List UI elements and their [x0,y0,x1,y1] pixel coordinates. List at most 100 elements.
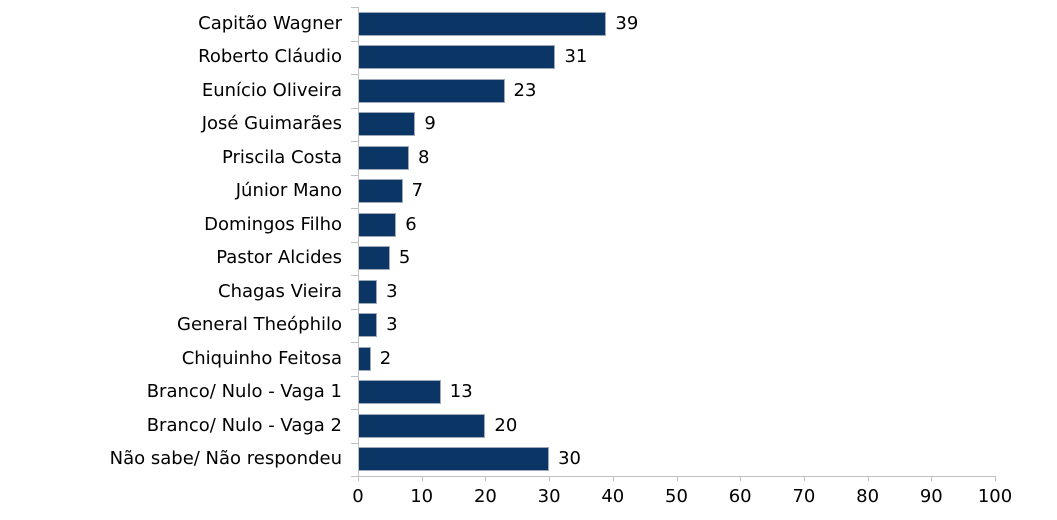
category-label: Eunício Oliveira [201,79,342,101]
bar [358,212,397,237]
x-axis-tick-label: 30 [537,486,561,507]
x-axis-tick [740,476,742,481]
x-axis-tick-label: 70 [792,486,816,507]
value-label: 20 [494,414,518,436]
category-label: Branco/ Nulo - Vaga 2 [146,414,342,436]
bar [358,313,378,338]
bar [358,380,441,405]
x-axis-tick-label: 40 [601,486,625,507]
chart-row: Pastor Alcides 5 [0,242,995,276]
x-axis-tick-label: 10 [410,486,434,507]
value-label: 8 [417,146,430,168]
bar-area: 3 [358,275,995,309]
bar-area: 9 [358,108,995,142]
bar-area: 20 [358,409,995,443]
bar [358,279,378,304]
bar-area: 30 [358,443,995,477]
category-label: Roberto Cláudio [198,46,342,68]
bar-area: 7 [358,175,995,209]
x-axis-tick [867,476,869,481]
chart-row: Júnior Mano 7 [0,175,995,209]
chart-row: Roberto Cláudio 31 [0,41,995,75]
category-label: Chiquinho Feitosa [181,347,342,369]
y-axis-tick [351,74,358,75]
chart-row: Domingos Filho 6 [0,208,995,242]
x-axis-tick [549,476,551,481]
category-label: Priscila Costa [221,146,342,168]
bar [358,246,390,271]
chart-row: Não sabe/ Não respondeu 30 [0,443,995,477]
category-label: Chagas Vieira [218,280,342,302]
x-axis-tick-label: 20 [473,486,497,507]
category-label: Capitão Wagner [198,12,342,34]
y-axis-tick [351,208,358,209]
category-label: Júnior Mano [235,180,342,202]
x-axis-tick-label: 90 [919,486,943,507]
y-axis-tick [351,275,358,276]
bar [358,179,403,204]
value-label: 30 [558,448,581,470]
bar-area: 2 [358,342,995,376]
value-label: 5 [398,247,411,269]
chart-row: José Guimarães 9 [0,108,995,142]
x-axis-tick-label: 0 [352,486,364,507]
value-label: 31 [564,46,588,68]
chart-row: Eunício Oliveira 23 [0,74,995,108]
bar-area: 39 [358,7,995,41]
x-axis-tick-label: 50 [665,486,688,507]
y-axis-tick [351,308,358,310]
value-label: 2 [379,347,392,369]
x-axis-tick [931,476,933,481]
x-axis-tick-label: 80 [856,486,880,507]
value-label: 7 [411,180,424,202]
x-axis-tick [676,476,678,481]
bar [358,145,409,170]
bar-area: 8 [358,141,995,175]
x-axis-tick [612,476,614,481]
bar [358,78,505,103]
bar [358,346,371,371]
y-axis-tick [351,40,358,42]
bar [358,413,486,438]
category-label: Domingos Filho [204,213,342,235]
bar-area: 13 [358,376,995,410]
y-axis-tick [351,342,358,343]
bar-area: 5 [358,242,995,276]
x-axis-tick [485,476,487,481]
chart-row: Branco/ Nulo - Vaga 2 20 [0,409,995,443]
y-axis-tick [351,7,358,8]
y-axis-tick [351,241,358,243]
y-axis-tick [351,107,358,109]
y-axis-tick [351,174,358,176]
bars-area: Capitão Wagner 39 Roberto Cláudio 31 Eunício… [0,7,995,476]
value-label: 3 [386,280,398,302]
x-axis-tick [995,476,996,481]
value-label: 13 [449,381,473,403]
chart-row: Chagas Vieira 3 [0,275,995,309]
bar-area: 3 [358,309,995,343]
y-axis-tick [351,409,358,410]
chart-row: Priscila Costa 8 [0,141,995,175]
category-label: José Guimarães [201,113,342,135]
category-label: Pastor Alcides [216,247,342,269]
y-axis-tick [351,141,358,142]
value-label: 3 [386,314,398,336]
bar-area: 23 [358,74,995,108]
x-axis-tick-label: 100 [977,486,1013,507]
chart-row: Branco/ Nulo - Vaga 1 13 [0,376,995,410]
bar [358,11,607,36]
y-axis-line [358,7,359,476]
category-label: General Theóphilo [177,314,342,336]
y-axis-tick [351,442,358,444]
bar [358,447,550,472]
bar [358,45,556,70]
value-label: 23 [513,79,537,101]
x-axis-tick [358,476,359,481]
chart-row: Chiquinho Feitosa 2 [0,342,995,376]
chart-row: Capitão Wagner 39 [0,7,995,41]
category-label: Branco/ Nulo - Vaga 1 [146,381,342,403]
y-axis-tick [351,476,358,477]
value-label: 39 [615,12,639,34]
x-axis-tick [803,476,805,481]
